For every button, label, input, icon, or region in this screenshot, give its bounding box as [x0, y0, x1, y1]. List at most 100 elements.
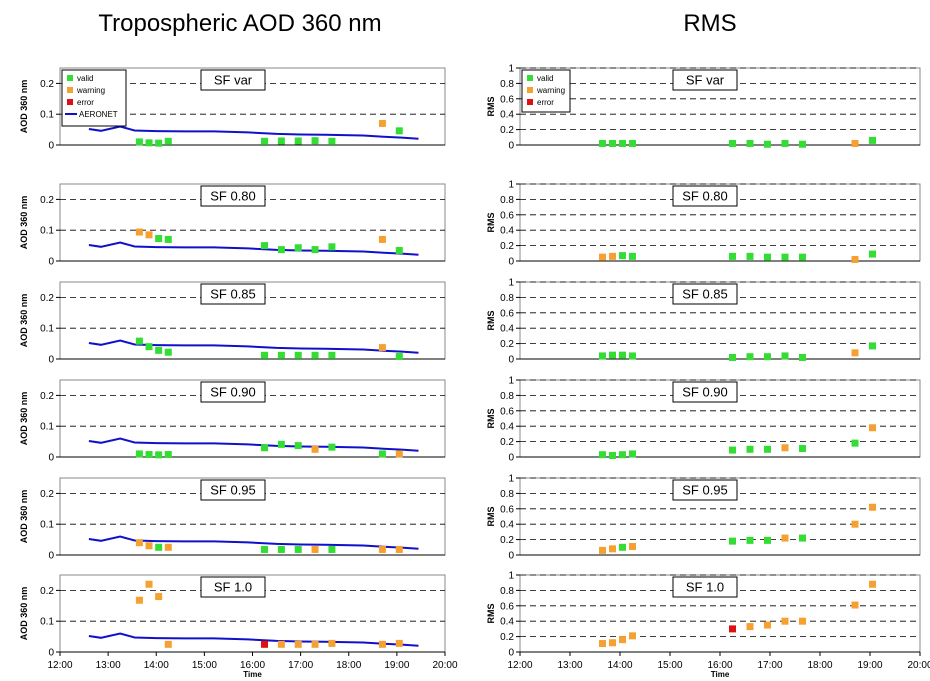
aod-legend-marker-warning — [67, 87, 73, 93]
aod-point-valid — [164, 451, 172, 459]
aod-point-valid — [261, 242, 269, 250]
rms-x-tick-label: 13:00 — [557, 660, 582, 671]
rms-point-valid — [599, 451, 606, 459]
aod-y-axis-label: AOD 360 nm — [19, 392, 29, 446]
aod-point-warning — [311, 545, 319, 553]
aod-panel-label-box — [200, 479, 266, 501]
rms-point-error — [729, 625, 736, 633]
rms-panel-label: SF 0.95 — [682, 483, 728, 498]
rms-panel-label-box — [672, 283, 738, 305]
aod-point-valid — [277, 545, 285, 553]
aod-legend-marker-valid — [67, 75, 73, 81]
rms-y-tick-label: 0.8 — [500, 293, 514, 304]
rms-point-warning — [869, 424, 876, 432]
aod-point-valid — [145, 139, 153, 147]
rms-point-valid — [729, 446, 736, 454]
aod-point-valid — [328, 351, 336, 359]
aod-y-tick-label: 0.1 — [40, 110, 54, 121]
rms-point-valid — [764, 253, 771, 261]
aod-point-valid — [395, 247, 403, 255]
aod-panel-label: SF 0.90 — [210, 385, 256, 400]
rms-y-tick-label: 0.4 — [500, 617, 514, 628]
aod-x-tick-label: 14:00 — [144, 660, 169, 671]
rms-legend-label-warning: warning — [536, 86, 565, 95]
aod-point-warning — [378, 344, 386, 352]
rms-point-valid — [609, 351, 616, 359]
rms-point-warning — [629, 543, 636, 551]
rms-point-warning — [746, 623, 754, 631]
rms-point-warning — [781, 444, 789, 452]
rms-point-valid — [619, 139, 626, 147]
aod-point-valid — [378, 450, 386, 458]
aod-y-tick-label: 0.2 — [40, 586, 54, 597]
aod-point-valid — [135, 337, 143, 345]
aod-point-valid — [155, 139, 163, 147]
rms-x-tick-label: 15:00 — [657, 660, 682, 671]
aod-y-tick-label: 0.1 — [40, 226, 54, 237]
aod-point-valid — [328, 137, 336, 145]
aod-point-valid — [277, 246, 285, 254]
aod-x-axis-label: Time — [243, 670, 262, 679]
aod-y-tick-label: 0.1 — [40, 617, 54, 628]
rms-panel-label: SF 0.80 — [682, 189, 728, 204]
rms-y-tick-label: 1 — [508, 180, 514, 191]
aod-point-valid — [164, 235, 172, 243]
aod-panel-label: SF 0.95 — [210, 483, 256, 498]
rms-y-tick-label: 0.8 — [500, 586, 514, 597]
aod-point-valid — [294, 244, 302, 252]
rms-y-tick-label: 0.4 — [500, 422, 514, 433]
aod-point-valid — [155, 235, 163, 243]
aod-legend-label-warning: warning — [76, 86, 105, 95]
aeronet-series-line — [88, 125, 419, 140]
rms-y-axis-label: RMS — [486, 213, 496, 233]
rms-point-valid — [764, 536, 771, 544]
rms-y-tick-label: 0.6 — [500, 406, 514, 417]
rms-legend-marker-valid — [527, 75, 533, 81]
rms-point-valid — [629, 450, 636, 458]
aod-x-tick-label: 13:00 — [96, 660, 121, 671]
aod-point-warning — [145, 231, 153, 239]
aod-point-warning — [395, 639, 403, 647]
aod-y-axis-label: AOD 360 nm — [19, 80, 29, 134]
rms-y-tick-label: 0.4 — [500, 110, 514, 121]
aod-point-valid — [155, 346, 163, 354]
rms-point-warning — [764, 621, 771, 629]
rms-y-axis-label: RMS — [486, 311, 496, 331]
aod-point-warning — [311, 640, 319, 648]
aod-x-tick-label: 20:00 — [432, 660, 457, 671]
rms-point-valid — [619, 543, 626, 551]
aod-y-tick-label: 0 — [48, 257, 54, 268]
rms-point-valid — [781, 139, 789, 147]
rms-y-axis-label: RMS — [486, 604, 496, 624]
rms-panel-label-box — [672, 479, 738, 501]
aod-legend-label-aeronet: AERONET — [79, 110, 118, 119]
rms-y-tick-label: 0 — [508, 141, 514, 152]
aod-point-valid — [277, 351, 285, 359]
rms-x-axis-label: Time — [711, 670, 730, 679]
aod-point-valid — [277, 440, 285, 448]
rms-y-tick-label: 0.6 — [500, 210, 514, 221]
rms-panel-label-box — [672, 185, 738, 207]
aod-point-valid — [294, 545, 302, 553]
rms-panel-label: SF 0.85 — [682, 287, 728, 302]
aod-point-valid — [164, 348, 172, 356]
rms-y-axis-label: RMS — [486, 409, 496, 429]
rms-point-warning — [599, 640, 606, 648]
rms-legend-marker-warning — [527, 87, 533, 93]
aod-point-valid — [395, 127, 403, 135]
rms-point-valid — [764, 140, 771, 148]
aod-point-valid — [294, 442, 302, 450]
rms-y-tick-label: 0.6 — [500, 601, 514, 612]
aod-point-warning — [155, 593, 163, 601]
aod-y-axis-label: AOD 360 nm — [19, 587, 29, 641]
aod-panel-label-box — [200, 381, 266, 403]
rms-panel-label-box — [672, 381, 738, 403]
rms-x-tick-label: 12:00 — [507, 660, 532, 671]
rms-point-valid — [781, 352, 789, 360]
aod-point-valid — [164, 137, 172, 145]
rms-point-valid — [729, 353, 736, 361]
rms-y-tick-label: 0 — [508, 453, 514, 464]
rms-y-tick-label: 0 — [508, 257, 514, 268]
rms-point-warning — [781, 534, 789, 542]
rms-point-warning — [851, 349, 859, 357]
